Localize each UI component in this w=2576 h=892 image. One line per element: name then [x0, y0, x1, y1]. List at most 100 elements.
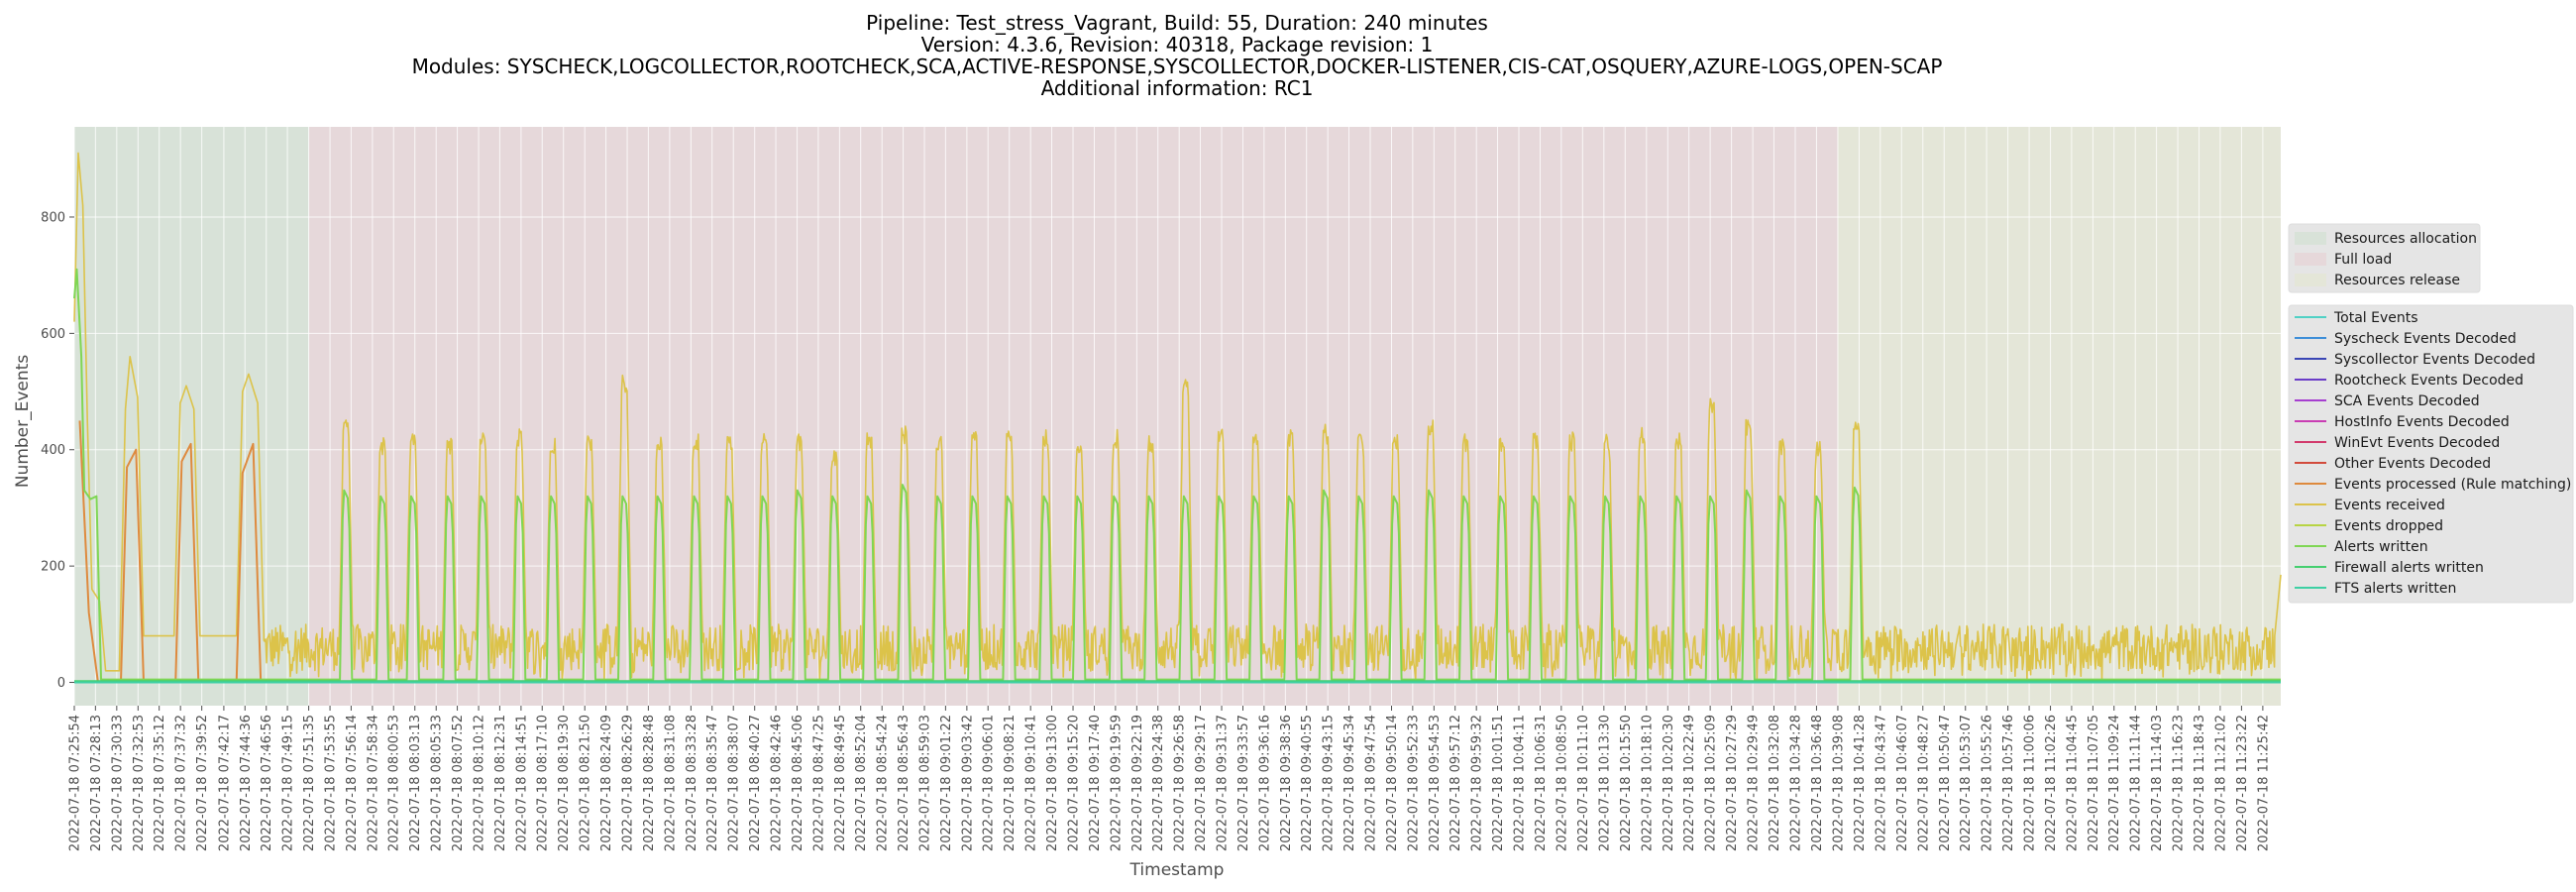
x-tick-label: 2022-07-18 08:33:28	[685, 715, 699, 851]
x-tick-label: 2022-07-18 10:41:28	[1853, 715, 1868, 851]
x-tick-label: 2022-07-18 09:15:20	[1067, 715, 1082, 851]
x-tick-label: 2022-07-18 11:23:22	[2235, 715, 2250, 851]
x-tick-label: 2022-07-18 07:30:33	[110, 715, 125, 851]
x-tick-label: 2022-07-18 10:50:47	[1938, 715, 1953, 851]
x-tick-label: 2022-07-18 10:01:51	[1491, 715, 1506, 851]
x-tick-label: 2022-07-18 11:07:05	[2087, 715, 2101, 851]
x-tick-label: 2022-07-18 07:44:36	[239, 715, 254, 851]
phase-band	[1837, 127, 2281, 706]
series-legend-label: WinEvt Events Decoded	[2334, 435, 2500, 451]
x-tick-label: 2022-07-18 07:53:55	[324, 715, 339, 851]
x-tick-label: 2022-07-18 08:52:04	[854, 715, 869, 851]
x-tick-label: 2022-07-18 10:25:09	[1704, 715, 1719, 851]
x-tick-label: 2022-07-18 09:31:37	[1216, 715, 1231, 851]
x-tick-label: 2022-07-18 09:26:58	[1173, 715, 1188, 851]
x-tick-label: 2022-07-18 07:49:15	[281, 715, 296, 851]
x-tick-label: 2022-07-18 09:10:41	[1024, 715, 1039, 851]
x-tick-label: 2022-07-18 08:28:48	[642, 715, 657, 851]
x-tick-label: 2022-07-18 07:37:32	[174, 715, 189, 851]
series-legend: Total Events Syscheck Events Decoded Sysco…	[2288, 304, 2574, 604]
x-tick-label: 2022-07-18 07:56:14	[345, 715, 360, 851]
series-lines	[73, 152, 2282, 684]
x-tick-label: 2022-07-18 11:02:26	[2044, 715, 2059, 851]
x-tick-label: 2022-07-18 10:43:47	[1874, 715, 1888, 851]
x-tick-label: 2022-07-18 07:25:54	[68, 715, 83, 851]
alerts-written-line	[73, 268, 2281, 681]
x-tick-label: 2022-07-18 08:24:09	[599, 715, 614, 851]
x-tick-label: 2022-07-18 09:50:14	[1385, 715, 1400, 851]
x-axis-label: Timestamp	[1129, 860, 1225, 880]
x-tick-label: 2022-07-18 09:01:22	[939, 715, 954, 851]
phase-legend-swatch	[2295, 274, 2326, 286]
events-received-line	[73, 152, 2282, 681]
x-tick-label: 2022-07-18 11:25:42	[2256, 715, 2271, 851]
x-tick-label: 2022-07-18 09:19:59	[1109, 715, 1124, 851]
x-tick-label: 2022-07-18 09:24:38	[1151, 715, 1166, 851]
x-tick-label: 2022-07-18 09:03:42	[960, 715, 975, 851]
x-tick-label: 2022-07-18 09:57:12	[1449, 715, 1463, 851]
x-tick-label: 2022-07-18 10:48:27	[1916, 715, 1931, 851]
x-tick-label: 2022-07-18 09:22:19	[1130, 715, 1145, 851]
x-tick-label: 2022-07-18 10:15:50	[1619, 715, 1634, 851]
x-tick-label: 2022-07-18 11:18:43	[2193, 715, 2207, 851]
x-tick-label: 2022-07-18 09:17:40	[1088, 715, 1103, 851]
x-tick-label: 2022-07-18 10:32:08	[1768, 715, 1782, 851]
phase-legend: Resources allocation Full load Resources r…	[2288, 223, 2481, 293]
x-tick-label: 2022-07-18 10:34:28	[1788, 715, 1803, 851]
phase-legend-label: Resources release	[2334, 273, 2460, 288]
phase-legend-swatch	[2295, 232, 2326, 245]
x-tick-label: 2022-07-18 11:21:02	[2213, 715, 2228, 851]
phase-legend-label: Resources allocation	[2334, 231, 2477, 247]
x-tick-label: 2022-07-18 09:43:15	[1322, 715, 1337, 851]
x-tick-label: 2022-07-18 10:04:11	[1513, 715, 1528, 851]
phase-legend-swatch	[2295, 253, 2326, 266]
plot-area	[74, 127, 2281, 706]
phase-legend-box	[2288, 223, 2481, 293]
x-tick-label: 2022-07-18 10:55:26	[1981, 715, 1995, 851]
x-tick-label: 2022-07-18 09:06:01	[982, 715, 997, 851]
x-tick-label: 2022-07-18 08:59:03	[918, 715, 933, 851]
series-legend-label: Events processed (Rule matching)	[2334, 477, 2571, 493]
x-tick-label: 2022-07-18 08:56:43	[897, 715, 912, 851]
x-tick-label: 2022-07-18 07:46:56	[260, 715, 274, 851]
x-tick-label: 2022-07-18 08:03:13	[408, 715, 423, 851]
x-axis-ticks: 2022-07-18 07:25:54 2022-07-18 07:28:13 20…	[68, 706, 2271, 851]
x-tick-label: 2022-07-18 11:11:44	[2129, 715, 2144, 851]
x-tick-label: 2022-07-18 10:06:31	[1534, 715, 1549, 851]
x-tick-label: 2022-07-18 08:14:51	[514, 715, 529, 851]
x-tick-label: 2022-07-18 09:59:32	[1470, 715, 1485, 851]
x-tick-label: 2022-07-18 09:36:16	[1257, 715, 1272, 851]
x-tick-label: 2022-07-18 10:53:07	[1959, 715, 1974, 851]
x-tick-label: 2022-07-18 09:54:53	[1428, 715, 1443, 851]
series-legend-label: Alerts written	[2334, 539, 2428, 555]
x-tick-label: 2022-07-18 10:46:07	[1895, 715, 1910, 851]
x-tick-label: 2022-07-18 11:16:23	[2172, 715, 2187, 851]
x-tick-label: 2022-07-18 08:31:08	[663, 715, 678, 851]
x-tick-label: 2022-07-18 07:42:17	[217, 715, 232, 851]
x-tick-label: 2022-07-18 10:22:49	[1682, 715, 1697, 851]
x-tick-label: 2022-07-18 08:05:33	[430, 715, 445, 851]
x-tick-label: 2022-07-18 07:39:52	[195, 715, 210, 851]
series-legend-box	[2288, 304, 2574, 604]
x-tick-label: 2022-07-18 08:07:52	[451, 715, 466, 851]
x-tick-label: 2022-07-18 07:32:53	[132, 715, 147, 851]
x-tick-label: 2022-07-18 11:09:24	[2107, 715, 2122, 851]
x-tick-label: 2022-07-18 07:28:13	[89, 715, 104, 851]
x-tick-label: 2022-07-18 09:13:00	[1045, 715, 1060, 851]
series-legend-label: SCA Events Decoded	[2334, 393, 2480, 409]
x-tick-label: 2022-07-18 09:29:17	[1194, 715, 1209, 851]
series-legend-label: FTS alerts written	[2334, 581, 2456, 597]
x-tick-label: 2022-07-18 08:42:46	[770, 715, 785, 851]
x-tick-label: 2022-07-18 10:36:48	[1810, 715, 1825, 851]
x-tick-label: 2022-07-18 10:11:10	[1576, 715, 1591, 851]
y-tick-label: 800	[41, 210, 65, 225]
x-tick-label: 2022-07-18 08:45:06	[791, 715, 805, 851]
phase-band	[74, 127, 309, 706]
x-tick-label: 2022-07-18 10:27:29	[1725, 715, 1740, 851]
x-tick-label: 2022-07-18 07:51:35	[302, 715, 317, 851]
series-legend-label: Events received	[2334, 498, 2445, 513]
x-tick-label: 2022-07-18 11:00:06	[2023, 715, 2038, 851]
x-tick-label: 2022-07-18 09:33:57	[1236, 715, 1251, 851]
x-tick-label: 2022-07-18 10:08:50	[1555, 715, 1569, 851]
